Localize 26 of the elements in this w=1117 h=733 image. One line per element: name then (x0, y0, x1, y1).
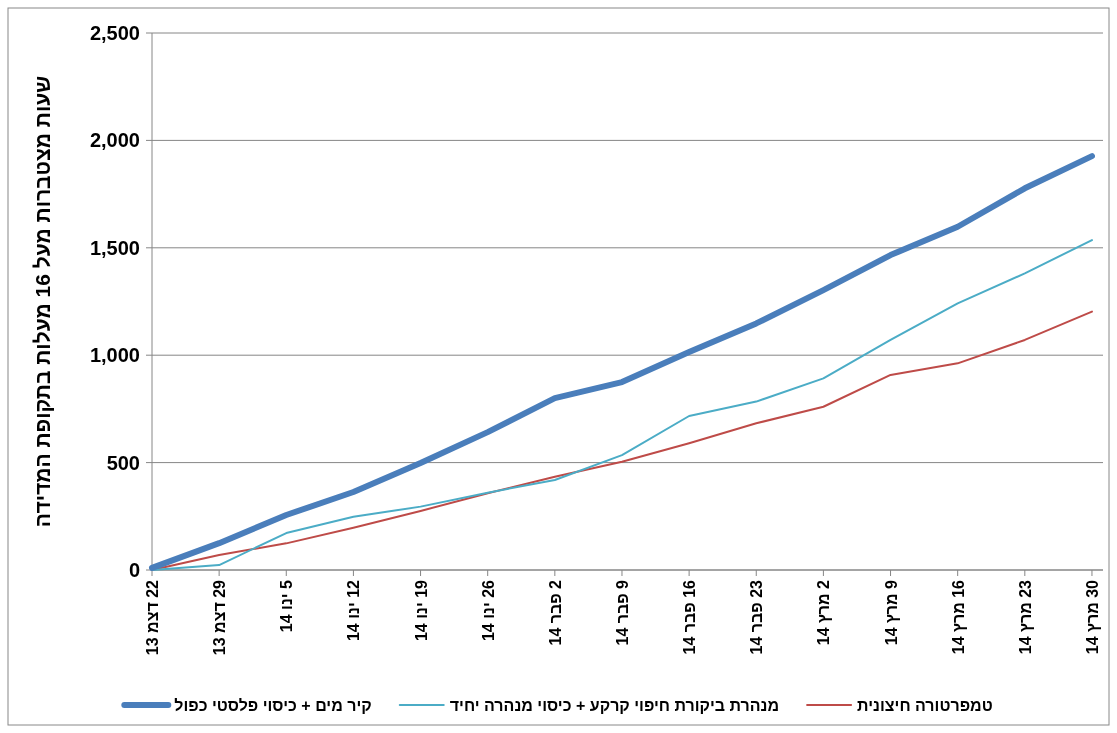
x-tick-label: 23 מרץ 14 (1016, 579, 1034, 655)
x-tick-label: 2 פבר 14 (546, 579, 564, 646)
y-tick-label: 2,500 (89, 22, 140, 44)
legend-label: טמפרטורה חיצונית (857, 697, 993, 714)
x-tick-label: 29 דצמ 13 (211, 579, 229, 656)
y-axis-title: שעות מצטברות מעל 16 מעלות בתקופת המדידה (31, 75, 54, 528)
x-tick-label: 16 פבר 14 (681, 579, 699, 655)
line-series (151, 239, 1093, 571)
x-tick-label: 19 ינו 14 (412, 579, 430, 642)
x-tick-label: 22 דצמ 13 (144, 579, 161, 656)
x-tick-label: 12 ינו 14 (345, 579, 363, 642)
legend-label: מנהרת ביקורת חיפוי קרקע + כיסוי מנהרה יחיד (449, 697, 780, 714)
y-tick-label: 500 (106, 451, 140, 474)
y-tick-label: 1,000 (89, 344, 140, 367)
x-tick-label: 2 מרץ 14 (815, 579, 833, 646)
y-tick-label: 2,000 (89, 129, 140, 152)
x-tick-label: 9 פבר 14 (613, 579, 631, 646)
x-tick-label: 30 מרץ 14 (1083, 579, 1101, 655)
legend-label: קיר מים + כיסוי פלסטי כפול (174, 697, 372, 714)
x-tick-label: 26 ינו 14 (479, 579, 497, 642)
y-tick-label: 1,500 (89, 236, 140, 259)
x-tick-label: 23 פבר 14 (748, 579, 766, 655)
y-tick-label: 0 (128, 559, 140, 581)
x-tick-label: 16 מרץ 14 (949, 579, 967, 655)
x-tick-label: 5 ינו 14 (278, 579, 296, 633)
x-tick-label: 9 מרץ 14 (882, 579, 900, 646)
